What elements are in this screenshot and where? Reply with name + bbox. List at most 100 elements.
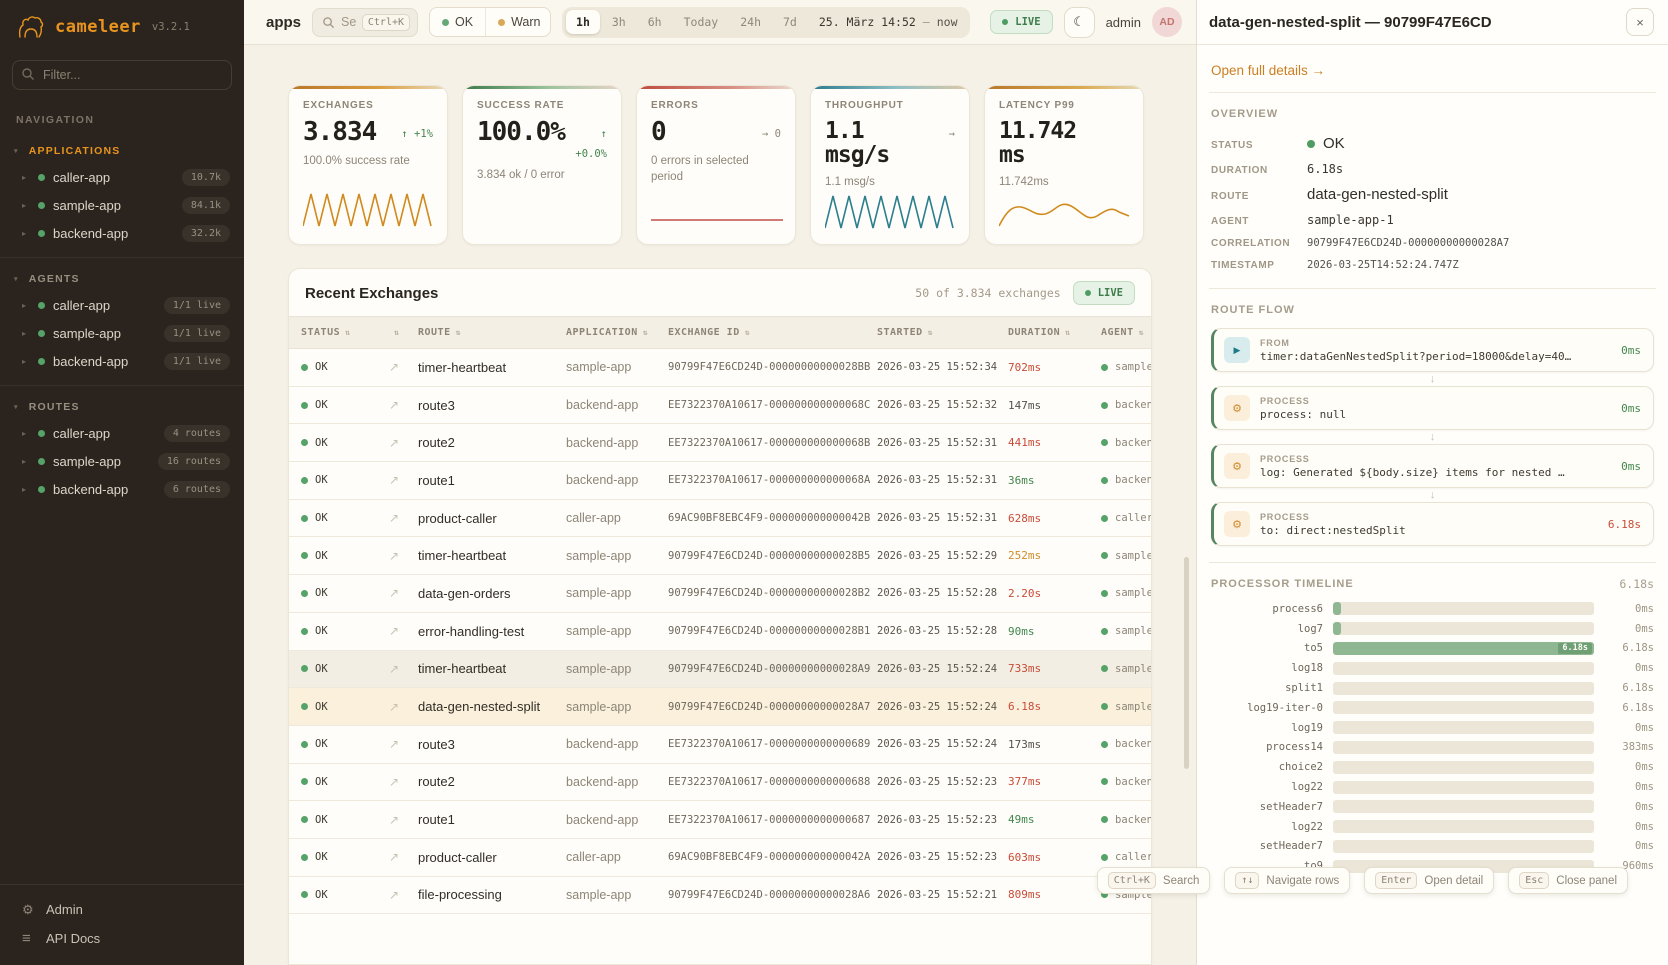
sidebar-item[interactable]: ▸ sample-app 16 routes: [0, 447, 244, 475]
column-header[interactable]: EXCHANGE ID: [668, 327, 877, 338]
theme-toggle[interactable]: ☾: [1063, 6, 1095, 38]
sidebar-item-label: backend-app: [53, 353, 129, 369]
open-exchange-icon[interactable]: [389, 473, 418, 487]
open-exchange-icon[interactable]: [389, 813, 418, 827]
exchange-id-cell: 90799F47E6CD24D-00000000000028A9: [668, 662, 871, 675]
table-row[interactable]: OK data-gen-nested-split sample-app 9079…: [289, 688, 1151, 726]
metric-sub: 100.0% success rate: [303, 155, 410, 168]
timeline-row: process6 0ms: [1211, 599, 1654, 619]
column-header[interactable]: ROUTE: [418, 327, 566, 338]
filter-input[interactable]: [12, 60, 232, 90]
open-exchange-icon[interactable]: [389, 586, 418, 600]
table-row[interactable]: OK product-caller caller-app 69AC90BF8EB…: [289, 500, 1151, 538]
flow-step[interactable]: PROCESS process: null 0ms: [1211, 386, 1654, 430]
status-filter-button[interactable]: Warn: [486, 8, 550, 36]
hint-label: Open detail: [1424, 874, 1484, 887]
overview-row: DURATION 6.18s: [1211, 157, 1654, 181]
open-exchange-icon[interactable]: [389, 737, 418, 751]
table-row[interactable]: OK timer-heartbeat sample-app 90799F47E6…: [289, 349, 1151, 387]
step-duration: 0ms: [1621, 343, 1641, 357]
time-range-button[interactable]: 24h: [740, 15, 761, 29]
open-exchange-icon[interactable]: [389, 549, 418, 563]
chevron-right-icon: ▸: [22, 356, 27, 366]
route-cell: product-caller: [418, 849, 497, 865]
column-header[interactable]: APPLICATION: [566, 327, 668, 338]
flow-step[interactable]: PROCESS to: direct:nestedSplit 6.18s: [1211, 502, 1654, 546]
table-row[interactable]: OK timer-heartbeat sample-app 90799F47E6…: [289, 537, 1151, 576]
time-range-button[interactable]: 3h: [611, 15, 626, 29]
table-row[interactable]: OK route2 backend-app EE7322370A10617-00…: [289, 424, 1151, 463]
hint-label: Close panel: [1556, 874, 1617, 887]
status-filter-button[interactable]: OK: [430, 8, 487, 36]
exchange-count: 50 of 3.834 exchanges: [915, 286, 1061, 300]
kbd-chip: ↑↓: [1235, 872, 1260, 889]
open-exchange-icon[interactable]: [389, 436, 418, 450]
open-exchange-icon[interactable]: [389, 700, 418, 714]
sidebar-item[interactable]: ▸ backend-app 32.2k: [0, 219, 244, 247]
flow-step[interactable]: FROM timer:dataGenNestedSplit?period=180…: [1211, 328, 1654, 372]
sidebar-item[interactable]: ▸ backend-app 6 routes: [0, 475, 244, 503]
open-exchange-icon[interactable]: [389, 398, 418, 412]
open-full-details-link[interactable]: Open full details →: [1211, 63, 1326, 78]
route-cell: route2: [418, 435, 455, 451]
time-range-button[interactable]: 6h: [647, 15, 662, 29]
close-icon[interactable]: [1626, 8, 1654, 36]
sidebar-item[interactable]: ▸ caller-app 10.7k: [0, 163, 244, 191]
time-range-button[interactable]: Today: [683, 15, 719, 29]
table-row[interactable]: OK error-handling-test sample-app 90799F…: [289, 613, 1151, 651]
open-exchange-icon[interactable]: [389, 775, 418, 789]
column-header[interactable]: DURATION: [1008, 327, 1101, 338]
column-header[interactable]: [389, 327, 418, 338]
exchange-id-cell: 90799F47E6CD24D-00000000000028B1: [668, 625, 871, 638]
table-row[interactable]: OK data-gen-orders sample-app 90799F47E6…: [289, 575, 1151, 613]
time-range-button[interactable]: 7d: [783, 15, 797, 29]
table-row[interactable]: OK route3 backend-app EE7322370A10617-00…: [289, 726, 1151, 764]
column-header[interactable]: STATUS: [301, 327, 389, 338]
time-range-button[interactable]: 1h: [566, 10, 600, 34]
table-row[interactable]: OK timer-heartbeat sample-app 90799F47E6…: [289, 650, 1151, 689]
avatar[interactable]: AD: [1152, 7, 1182, 37]
sidebar-item[interactable]: ▸ sample-app 84.1k: [0, 191, 244, 219]
scrollbar[interactable]: [1184, 557, 1189, 769]
application-cell: sample-app: [566, 887, 632, 902]
open-exchange-icon[interactable]: [389, 888, 418, 902]
date-range[interactable]: 25. März 14:52 — now: [818, 15, 958, 29]
route-cell: route3: [418, 736, 455, 752]
table-row[interactable]: OK route1 backend-app EE7322370A10617-00…: [289, 462, 1151, 500]
table-row[interactable]: OK route3 backend-app EE7322370A10617-00…: [289, 387, 1151, 425]
open-exchange-icon[interactable]: [389, 662, 418, 676]
hint-pill: ↑↓ Navigate rows: [1224, 867, 1351, 894]
sidebar-footer-item[interactable]: API Docs: [0, 924, 244, 953]
open-exchange-icon[interactable]: [389, 511, 418, 525]
processor-duration: 6.18s: [1622, 642, 1654, 655]
section-header-routes[interactable]: ▾ ROUTES: [14, 401, 80, 413]
section-header-applications[interactable]: ▾ APPLICATIONS: [14, 145, 121, 157]
footer-label: API Docs: [46, 931, 101, 946]
section-header-agents[interactable]: ▾ AGENTS: [14, 273, 80, 285]
live-toggle[interactable]: LIVE: [990, 10, 1053, 34]
sidebar-footer-item[interactable]: Admin: [0, 895, 244, 924]
flow-step[interactable]: PROCESS log: Generated ${body.size} item…: [1211, 444, 1654, 488]
sidebar-item[interactable]: ▸ caller-app 4 routes: [0, 419, 244, 447]
started-cell: 2026-03-25 15:52:23: [877, 775, 998, 788]
table-row[interactable]: OK file-processing sample-app 90799F47E6…: [289, 877, 1151, 915]
table-row[interactable]: OK product-caller caller-app 69AC90BF8EB…: [289, 839, 1151, 877]
sidebar-item-badge: 4 routes: [163, 424, 230, 442]
exchange-id-cell: 69AC90BF8EBC4F9-000000000000042A: [668, 851, 871, 864]
column-header[interactable]: STARTED: [877, 327, 1008, 338]
global-search[interactable]: Sea... Ctrl+K: [312, 7, 419, 37]
duration-cell: 36ms: [1008, 473, 1035, 487]
table-row[interactable]: OK route2 backend-app EE7322370A10617-00…: [289, 764, 1151, 802]
column-header[interactable]: AGENT: [1101, 327, 1151, 338]
open-exchange-icon[interactable]: [389, 624, 418, 638]
processor-duration: 383ms: [1622, 741, 1654, 754]
sidebar-item[interactable]: ▸ caller-app 1/1 live: [0, 291, 244, 319]
metric-value: 3.834: [303, 117, 377, 147]
table-row[interactable]: OK route1 backend-app EE7322370A10617-00…: [289, 801, 1151, 839]
open-exchange-icon[interactable]: [389, 360, 418, 374]
sidebar-item[interactable]: ▸ backend-app 1/1 live: [0, 347, 244, 375]
processor-duration: 0ms: [1635, 800, 1654, 813]
sidebar-item[interactable]: ▸ sample-app 1/1 live: [0, 319, 244, 347]
open-exchange-icon[interactable]: [389, 850, 418, 864]
metric-value: 100.0%: [477, 117, 566, 147]
